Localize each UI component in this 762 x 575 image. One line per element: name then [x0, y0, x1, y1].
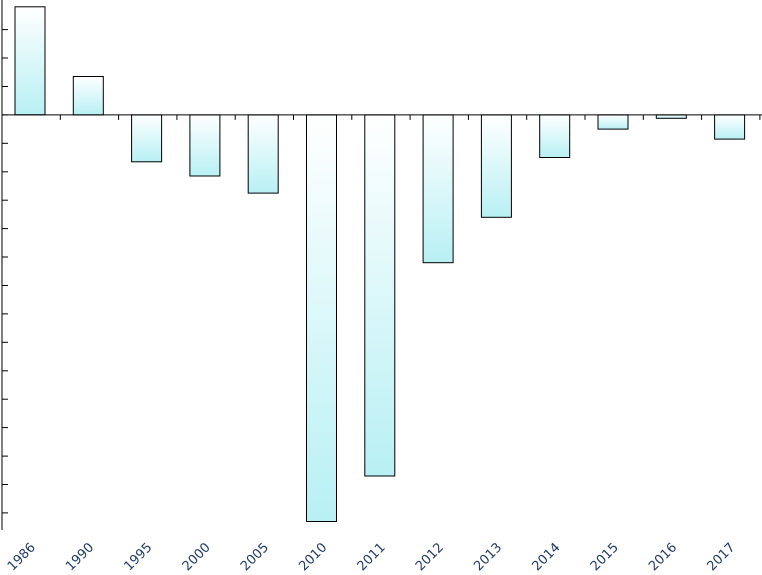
x-tick-label-1995: 1995	[121, 540, 155, 574]
x-tick-label-2011: 2011	[355, 540, 389, 574]
bar-1990	[72, 76, 104, 116]
bar-2005	[247, 114, 279, 194]
bar-1995	[131, 114, 163, 163]
bar-1986	[14, 6, 46, 116]
x-tick-labels: 1986 1990 1995 2000 2005 2010 2011 2012 2013 2014…	[5, 540, 739, 574]
bar-2014	[539, 114, 571, 158]
x-tick-label-2005: 2005	[238, 540, 272, 574]
bars	[14, 6, 746, 523]
bar-2015	[597, 114, 629, 130]
x-tick-label-2010: 2010	[296, 540, 330, 574]
x-tick-label-2000: 2000	[180, 540, 214, 574]
x-tick-label-2013: 2013	[471, 540, 505, 574]
bar-2017	[714, 114, 746, 140]
bar-2000	[189, 114, 221, 177]
bar-2012	[422, 114, 454, 264]
x-tick-label-2012: 2012	[413, 540, 447, 574]
x-tick-label-2015: 2015	[588, 540, 622, 574]
x-tick-label-2017: 2017	[704, 540, 738, 574]
x-tick-label-1990: 1990	[63, 540, 97, 574]
x-tick-label-1986: 1986	[5, 540, 39, 574]
axes	[1, 0, 762, 530]
bar-2011	[364, 114, 396, 477]
x-tick-label-2016: 2016	[646, 540, 680, 574]
bar-2016	[655, 114, 687, 119]
x-tick-label-2014: 2014	[530, 540, 564, 574]
bar-2013	[480, 114, 512, 218]
bar-2010	[306, 114, 337, 523]
